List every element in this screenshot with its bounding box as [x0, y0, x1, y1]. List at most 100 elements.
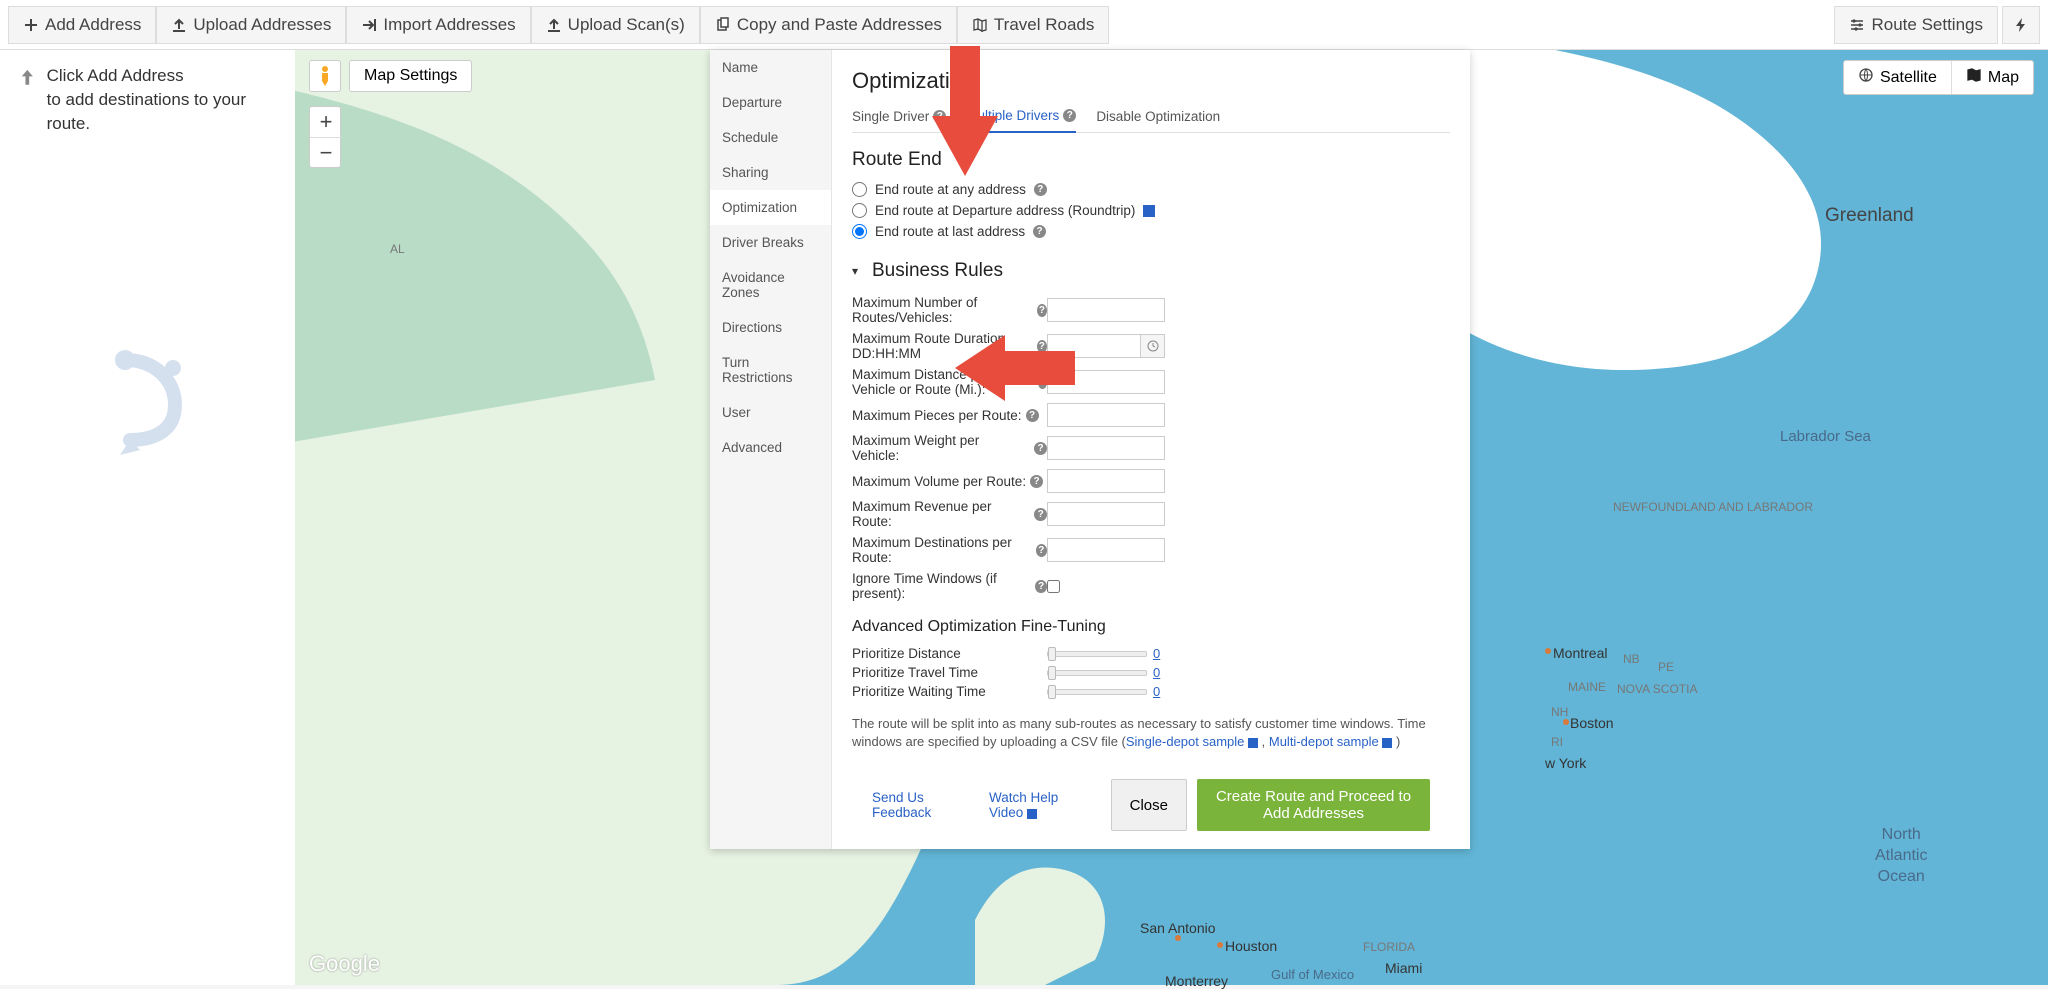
sidebar-item-schedule[interactable]: Schedule	[710, 120, 831, 155]
sidebar-item-avoidance-zones[interactable]: Avoidance Zones	[710, 260, 831, 310]
text-input[interactable]	[1047, 436, 1165, 460]
text-input[interactable]	[1047, 502, 1165, 526]
import-addresses-button[interactable]: Import Addresses	[346, 6, 530, 44]
sidebar-item-name[interactable]: Name	[710, 50, 831, 85]
sidebar-item-user[interactable]: User	[710, 395, 831, 430]
text-input[interactable]	[1047, 298, 1165, 322]
lightning-button[interactable]	[2002, 6, 2040, 44]
multi-depot-link[interactable]: Multi-depot sample	[1269, 734, 1379, 749]
route-end-option[interactable]: End route at Departure address (Roundtri…	[852, 200, 1450, 221]
slider-label: Prioritize Travel Time	[852, 665, 1047, 680]
satellite-button[interactable]: Satellite	[1844, 61, 1951, 94]
text-input[interactable]	[1047, 469, 1165, 493]
zoom-in-button[interactable]: +	[310, 107, 342, 137]
slider-track[interactable]	[1047, 689, 1147, 695]
map-label: Map	[1988, 69, 2019, 87]
create-route-button[interactable]: Create Route and Proceed to Add Addresse…	[1197, 779, 1430, 831]
slider-thumb[interactable]	[1048, 666, 1056, 680]
close-button[interactable]: Close	[1111, 779, 1187, 831]
route-end-radio[interactable]	[852, 182, 867, 197]
slider-track[interactable]	[1047, 651, 1147, 657]
dialog-title: Optimization	[852, 68, 1450, 94]
business-rules-rows: Maximum Number of Routes/Vehicles:?Maxim…	[852, 292, 1450, 604]
globe-icon	[1858, 67, 1874, 88]
pegman-button[interactable]	[309, 60, 341, 92]
text-input[interactable]	[1047, 370, 1165, 394]
help-icon[interactable]: ?	[1026, 409, 1039, 422]
plus-icon	[23, 17, 39, 33]
form-label: Maximum Distance per Vehicle or Route (M…	[852, 367, 1047, 397]
hint-line2: to add destinations to your route.	[47, 90, 246, 133]
text-input[interactable]	[1047, 538, 1165, 562]
up-arrow-icon	[18, 68, 37, 88]
tab-multiple-drivers[interactable]: Multiple Drivers?	[966, 104, 1076, 133]
help-icon[interactable]: ?	[1034, 508, 1047, 521]
slider-thumb[interactable]	[1048, 647, 1056, 661]
video-icon[interactable]	[1143, 205, 1155, 217]
single-depot-link[interactable]: Single-depot sample	[1126, 734, 1245, 749]
add-address-button[interactable]: Add Address	[8, 6, 156, 44]
tab-single-driver[interactable]: Single Driver?	[852, 104, 946, 132]
help-icon[interactable]: ?	[1030, 475, 1043, 488]
label-newfoundland: NEWFOUNDLAND AND LABRADOR	[1613, 500, 1813, 514]
help-icon[interactable]: ?	[1037, 304, 1047, 317]
copy-paste-button[interactable]: Copy and Paste Addresses	[700, 6, 957, 44]
sidebar-item-directions[interactable]: Directions	[710, 310, 831, 345]
route-end-radio[interactable]	[852, 224, 867, 239]
help-icon[interactable]: ?	[1034, 442, 1047, 455]
label-pe: PE	[1658, 660, 1674, 674]
map-container[interactable]: Map Settings + − Satellite Map Greenland…	[295, 50, 2048, 985]
help-icon[interactable]: ?	[1036, 544, 1047, 557]
route-placeholder-icon	[105, 350, 195, 465]
sidebar-item-turn-restrictions[interactable]: Turn Restrictions	[710, 345, 831, 395]
route-end-option[interactable]: End route at last address?	[852, 221, 1450, 242]
form-label: Ignore Time Windows (if present):?	[852, 571, 1047, 601]
help-icon[interactable]: ?	[1037, 340, 1047, 353]
sidebar-item-departure[interactable]: Departure	[710, 85, 831, 120]
send-feedback-link[interactable]: Send Us Feedback	[872, 790, 959, 820]
help-icon[interactable]: ?	[1038, 376, 1047, 389]
form-row: Maximum Pieces per Route:?	[852, 400, 1450, 430]
dot-montreal	[1545, 648, 1551, 654]
form-row: Ignore Time Windows (if present):?	[852, 568, 1450, 604]
route-end-option[interactable]: End route at any address?	[852, 179, 1450, 200]
tab-disable-optimization[interactable]: Disable Optimization	[1096, 104, 1220, 132]
text-input[interactable]	[1047, 334, 1141, 358]
label-atlantic: NorthAtlanticOcean	[1875, 825, 1927, 887]
label-houston: Houston	[1225, 938, 1277, 954]
map-icon	[1966, 67, 1982, 88]
travel-roads-button[interactable]: Travel Roads	[957, 6, 1109, 44]
help-icon[interactable]: ?	[1063, 109, 1076, 122]
dot-boston	[1563, 719, 1569, 725]
slider-track[interactable]	[1047, 670, 1147, 676]
upload-scans-button[interactable]: Upload Scan(s)	[531, 6, 700, 44]
checkbox-input[interactable]	[1047, 580, 1060, 593]
upload-icon	[546, 17, 562, 33]
help-icon[interactable]: ?	[1033, 225, 1046, 238]
sidebar-item-optimization[interactable]: Optimization	[710, 190, 831, 225]
route-end-radio[interactable]	[852, 203, 867, 218]
clock-icon[interactable]	[1141, 334, 1165, 358]
map-settings-button[interactable]: Map Settings	[349, 60, 472, 92]
sidebar-item-driver-breaks[interactable]: Driver Breaks	[710, 225, 831, 260]
zoom-out-button[interactable]: −	[310, 137, 342, 167]
slider-value[interactable]: 0	[1153, 646, 1160, 661]
sidebar-item-sharing[interactable]: Sharing	[710, 155, 831, 190]
slider-value[interactable]: 0	[1153, 684, 1160, 699]
text-input[interactable]	[1047, 403, 1165, 427]
travel-roads-label: Travel Roads	[994, 15, 1094, 35]
business-rules-header[interactable]: ▾ Business Rules	[852, 260, 1450, 282]
form-label: Maximum Weight per Vehicle:?	[852, 433, 1047, 463]
route-settings-button[interactable]: Route Settings	[1834, 6, 1998, 44]
route-end-label: End route at any address	[875, 182, 1026, 197]
slider-value[interactable]: 0	[1153, 665, 1160, 680]
watch-video-link[interactable]: Watch Help Video	[989, 790, 1081, 820]
map-button-toggle[interactable]: Map	[1951, 61, 2033, 94]
help-icon[interactable]: ?	[1035, 580, 1047, 593]
sidebar-item-advanced[interactable]: Advanced	[710, 430, 831, 465]
help-icon[interactable]: ?	[933, 110, 946, 123]
upload-addresses-button[interactable]: Upload Addresses	[156, 6, 346, 44]
form-label: Maximum Destinations per Route:?	[852, 535, 1047, 565]
slider-thumb[interactable]	[1048, 685, 1056, 699]
help-icon[interactable]: ?	[1034, 183, 1047, 196]
